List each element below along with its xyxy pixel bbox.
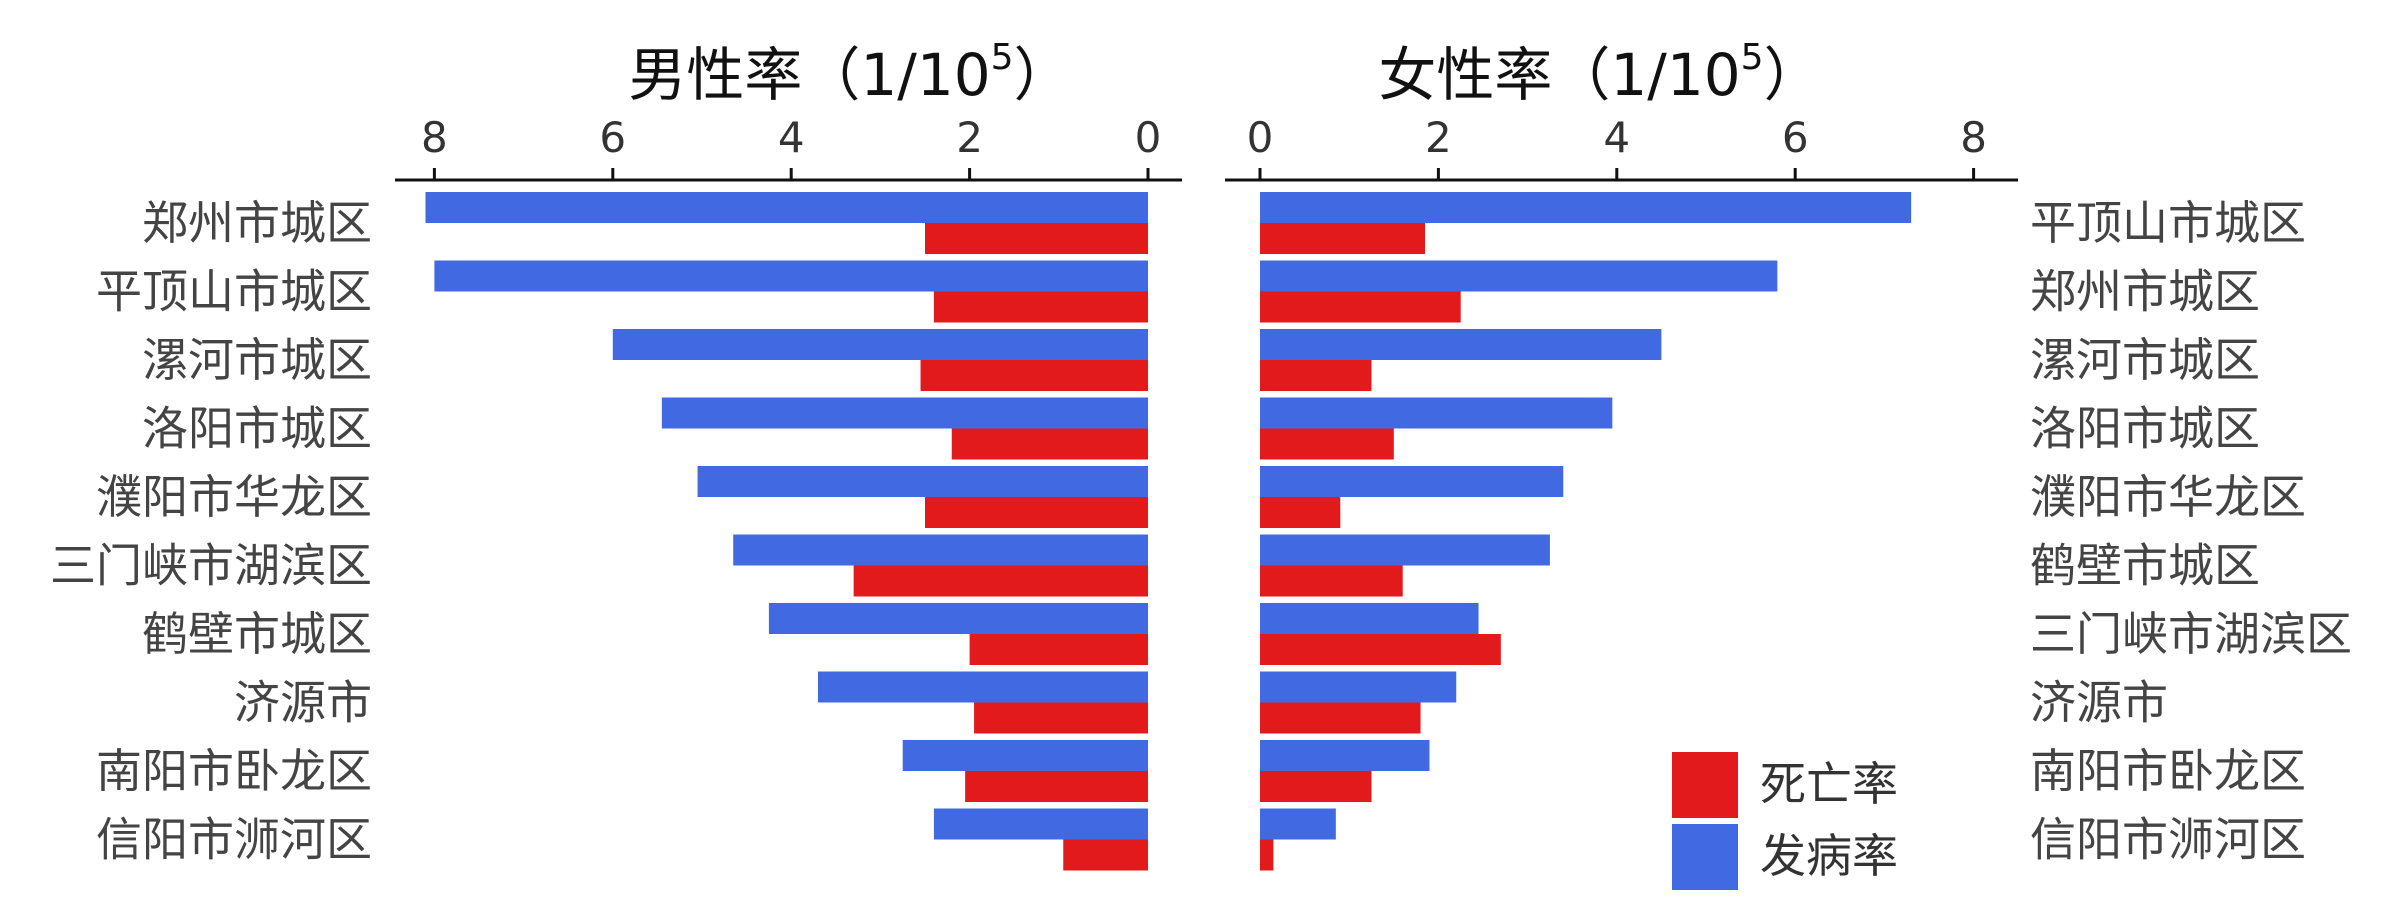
male-category-labels: 郑州市城区平顶山市城区漯河市城区洛阳市城区濮阳市华龙区三门峡市湖滨区鹤壁市城区济…	[50, 196, 372, 867]
female-incidence-bar	[1260, 671, 1457, 703]
female-panel: 女性率（1/105） 0 2 4 6 8 平顶山市城区郑州市城区漯河市城区洛阳市城区濮阳…	[1225, 37, 2352, 871]
male-category-label: 郑州市城区	[142, 196, 372, 250]
female-category-label: 南阳市卧龙区	[2030, 744, 2306, 798]
female-mortality-bar	[1260, 428, 1394, 460]
male-axis-ticks: 8 6 4 2 0	[421, 113, 1161, 180]
male-category-label: 洛阳市城区	[142, 402, 372, 456]
female-mortality-bar	[1260, 702, 1421, 734]
male-category-label: 三门峡市湖滨区	[50, 539, 372, 593]
male-category-label: 南阳市卧龙区	[96, 744, 372, 798]
female-category-label: 鹤壁市城区	[2030, 539, 2260, 593]
female-incidence-bar	[1260, 603, 1479, 634]
female-category-label: 三门峡市湖滨区	[2030, 607, 2352, 661]
male-incidence-bar	[661, 397, 1148, 429]
male-incidence-bar	[817, 671, 1148, 703]
female-tick-label: 0	[1247, 113, 1274, 162]
female-title: 女性率（1/105）	[1378, 37, 1821, 109]
female-category-label: 济源市	[2030, 676, 2168, 730]
female-axis-ticks: 0 2 4 6 8	[1247, 113, 1987, 180]
female-mortality-bar	[1260, 360, 1372, 391]
female-incidence-bar	[1260, 397, 1613, 429]
legend-label: 发病率	[1760, 829, 1898, 883]
male-tick-label: 6	[599, 113, 626, 162]
male-bars	[425, 192, 1149, 871]
female-category-label: 郑州市城区	[2030, 265, 2260, 319]
male-category-label: 漯河市城区	[142, 333, 372, 387]
male-category-label: 鹤壁市城区	[142, 607, 372, 661]
male-mortality-bar	[965, 771, 1148, 802]
female-tick-label: 2	[1425, 113, 1452, 162]
male-tick-label: 4	[778, 113, 805, 162]
legend-label: 死亡率	[1760, 757, 1898, 811]
female-mortality-bar	[1260, 291, 1461, 323]
female-category-label: 漯河市城区	[2030, 333, 2260, 387]
male-category-label: 信阳市浉河区	[96, 813, 372, 867]
female-bars	[1260, 192, 1912, 871]
female-mortality-bar	[1260, 839, 1274, 871]
male-category-label: 濮阳市华龙区	[96, 470, 372, 524]
male-incidence-bar	[434, 260, 1148, 292]
female-mortality-bar	[1260, 497, 1341, 528]
male-incidence-bar	[933, 808, 1148, 840]
legend-swatch	[1672, 824, 1738, 890]
male-category-label: 济源市	[234, 676, 372, 730]
female-incidence-bar	[1260, 192, 1912, 223]
male-mortality-bar	[951, 428, 1148, 460]
female-incidence-bar	[1260, 534, 1550, 566]
female-incidence-bar	[1260, 260, 1778, 292]
female-mortality-bar	[1260, 565, 1403, 597]
female-category-label: 信阳市浉河区	[2030, 813, 2306, 867]
female-incidence-bar	[1260, 329, 1662, 360]
female-category-label: 平顶山市城区	[2030, 196, 2306, 250]
male-mortality-bar	[1063, 839, 1148, 871]
male-mortality-bar	[925, 497, 1148, 528]
male-title: 男性率（1/105）	[628, 37, 1071, 109]
female-incidence-bar	[1260, 808, 1336, 840]
female-tick-label: 8	[1960, 113, 1987, 162]
female-mortality-bar	[1260, 634, 1501, 665]
male-category-label: 平顶山市城区	[96, 265, 372, 319]
male-mortality-bar	[925, 223, 1148, 254]
male-incidence-bar	[902, 740, 1148, 771]
female-tick-label: 4	[1603, 113, 1630, 162]
male-mortality-bar	[933, 291, 1148, 323]
female-incidence-bar	[1260, 740, 1430, 771]
male-incidence-bar	[697, 466, 1148, 497]
male-mortality-bar	[974, 702, 1148, 734]
male-incidence-bar	[733, 534, 1148, 566]
male-mortality-bar	[920, 360, 1148, 391]
male-incidence-bar	[425, 192, 1149, 223]
female-category-label: 洛阳市城区	[2030, 402, 2260, 456]
male-panel: 男性率（1/105） 8 6 4 2 0 郑州市城区平顶山市城区漯河市城区洛阳市城区濮阳…	[50, 37, 1182, 871]
male-mortality-bar	[853, 565, 1148, 597]
male-tick-label: 0	[1135, 113, 1162, 162]
female-mortality-bar	[1260, 771, 1372, 802]
male-tick-label: 2	[956, 113, 983, 162]
male-incidence-bar	[768, 603, 1148, 634]
female-category-label: 濮阳市华龙区	[2030, 470, 2306, 524]
male-tick-label: 8	[421, 113, 448, 162]
legend-swatch	[1672, 752, 1738, 818]
female-mortality-bar	[1260, 223, 1426, 254]
female-category-labels: 平顶山市城区郑州市城区漯河市城区洛阳市城区濮阳市华龙区鹤壁市城区三门峡市湖滨区济…	[2030, 196, 2352, 867]
female-tick-label: 6	[1782, 113, 1809, 162]
female-incidence-bar	[1260, 466, 1564, 497]
male-mortality-bar	[969, 634, 1148, 665]
male-incidence-bar	[612, 329, 1148, 360]
